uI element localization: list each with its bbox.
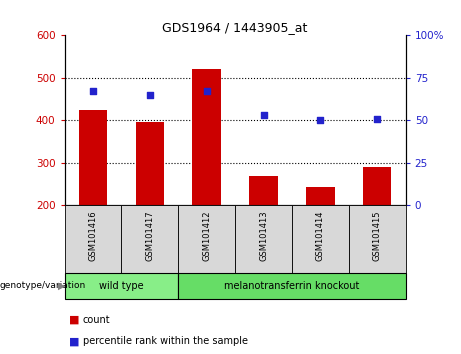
Point	[260, 113, 267, 118]
Bar	[292, 205, 349, 273]
Bar	[65, 205, 121, 273]
Bar	[249, 176, 278, 205]
Title: GDS1964 / 1443905_at: GDS1964 / 1443905_at	[162, 21, 308, 34]
Text: GSM101417: GSM101417	[145, 211, 154, 261]
Text: ▶: ▶	[58, 281, 65, 291]
Bar	[235, 205, 292, 273]
Bar	[363, 167, 391, 205]
Text: GSM101412: GSM101412	[202, 211, 211, 261]
Bar	[79, 110, 107, 205]
Bar	[193, 69, 221, 205]
Text: genotype/variation: genotype/variation	[0, 281, 86, 290]
Text: ■: ■	[69, 315, 80, 325]
Text: GSM101413: GSM101413	[259, 211, 268, 261]
Text: GSM101414: GSM101414	[316, 211, 325, 261]
Point	[89, 88, 97, 94]
Text: melanotransferrin knockout: melanotransferrin knockout	[225, 281, 360, 291]
Bar	[65, 273, 178, 299]
Text: percentile rank within the sample: percentile rank within the sample	[83, 336, 248, 346]
Bar	[136, 122, 164, 205]
Bar	[178, 273, 406, 299]
Bar	[121, 205, 178, 273]
Text: GSM101415: GSM101415	[373, 211, 382, 261]
Text: GSM101416: GSM101416	[89, 211, 97, 261]
Text: count: count	[83, 315, 111, 325]
Bar	[306, 188, 335, 205]
Point	[373, 116, 381, 121]
Text: ■: ■	[69, 336, 80, 346]
Bar	[349, 205, 406, 273]
Point	[317, 118, 324, 123]
Point	[146, 92, 154, 98]
Point	[203, 88, 210, 94]
Text: wild type: wild type	[99, 281, 144, 291]
Bar	[178, 205, 235, 273]
